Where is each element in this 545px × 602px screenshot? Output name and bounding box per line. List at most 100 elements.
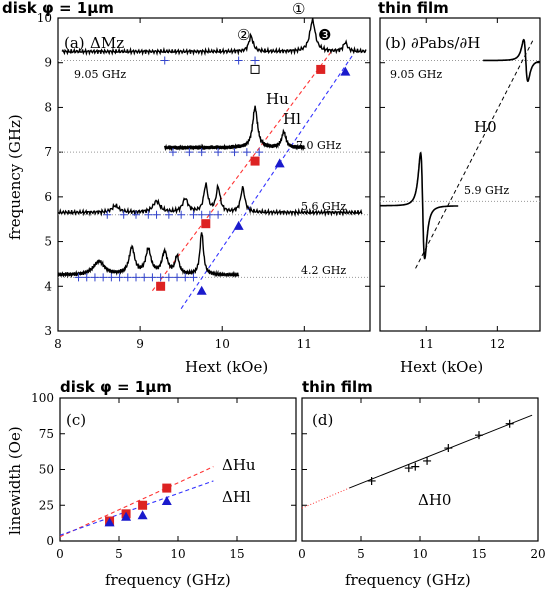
cross-marker — [230, 148, 239, 157]
c-xtick-label: 0 — [56, 547, 64, 561]
plus-marker — [505, 419, 514, 428]
cross-marker — [107, 273, 116, 282]
plus-marker — [367, 476, 376, 485]
d-xtick-label: 5 — [357, 547, 365, 561]
spectrum-label-7: 7.0 GHz — [296, 139, 341, 152]
line-label-h0: H0 — [474, 118, 497, 136]
b-xtick-label: 11 — [419, 337, 434, 351]
panel-a: 8 9 10 11 3 4 5 6 7 8 9 10 — [37, 11, 370, 351]
a-ytick-label: 9 — [44, 56, 52, 70]
plus-marker — [411, 462, 420, 471]
triangle-marker — [121, 511, 132, 521]
cross-marker — [103, 210, 112, 219]
dispersion-line — [180, 53, 355, 309]
cross-marker — [168, 148, 177, 157]
line-label-hl: Hl — [283, 110, 301, 128]
c-ytick-label: 100 — [31, 391, 54, 405]
open-square-marker — [250, 64, 260, 74]
cross-marker — [74, 273, 83, 282]
triangle-marker — [137, 510, 148, 520]
cross-marker — [214, 210, 223, 219]
spectrum-label-9: 9.05 GHz — [74, 68, 126, 81]
legend-c-l: ΔHl — [222, 488, 251, 506]
fit-line — [301, 487, 350, 509]
plus-marker — [475, 431, 483, 440]
cross-marker — [189, 273, 198, 282]
a-ytick-label: 8 — [44, 100, 52, 114]
panel-a-label: (a) — [64, 34, 85, 52]
panel-c: 0 5 10 15 0 25 50 75 100 — [31, 391, 296, 561]
d-xtick-label: 15 — [471, 547, 486, 561]
triangle-marker — [196, 285, 207, 295]
panel-c-label: (c) — [66, 411, 86, 429]
cross-marker — [214, 148, 223, 157]
a-ytick-label: 4 — [44, 279, 52, 293]
peak-marker-3: ❸ — [318, 26, 331, 44]
square-marker — [156, 281, 166, 291]
cross-marker — [205, 210, 214, 219]
cross-marker — [197, 148, 206, 157]
dispersion-line — [151, 48, 334, 292]
c-ytick-label: 25 — [39, 498, 54, 512]
plus-marker — [423, 456, 432, 465]
c-xtick-label: 5 — [115, 547, 123, 561]
panel-c-xlabel: frequency (GHz) — [105, 571, 231, 589]
cross-marker — [132, 273, 140, 282]
cross-marker — [144, 210, 153, 219]
cross-marker — [119, 210, 128, 219]
cross-marker — [242, 148, 251, 157]
spectrum-label-5: 5.6 GHz — [301, 200, 346, 213]
cross-marker — [152, 210, 161, 219]
cross-marker — [160, 56, 169, 65]
panel-a-xlabel: Hext (kOe) — [185, 358, 268, 376]
panel-b-frame — [379, 17, 541, 332]
c-ytick-label: 0 — [46, 534, 54, 548]
legend-c-u: ΔHu — [222, 456, 256, 474]
a-ytick-label: 6 — [44, 190, 52, 204]
spectrum-label-4: 4.2 GHz — [301, 264, 346, 277]
cross-marker — [189, 210, 198, 219]
dispersion-line — [415, 40, 534, 269]
triangle-marker — [233, 220, 244, 230]
line-label-hu: Hu — [266, 90, 289, 108]
d-xtick-label: 10 — [412, 547, 427, 561]
cross-marker — [255, 148, 264, 157]
square-marker — [138, 500, 148, 510]
panel-b-quantity: ∂Pabs/∂H — [411, 34, 480, 52]
panel-d: 0 5 10 15 20 — [298, 397, 545, 561]
derivative-trace — [380, 151, 459, 260]
header-bottom-right: thin film — [302, 378, 373, 396]
panel-b-xlabel: Hext (kOe) — [400, 358, 483, 376]
cross-marker — [90, 273, 99, 282]
panel-a-quantity: ΔMz — [90, 34, 124, 52]
panel-d-xlabel: frequency (GHz) — [345, 571, 471, 589]
cross-marker — [234, 56, 243, 65]
cross-marker — [251, 56, 260, 65]
spectrum-trace — [164, 105, 305, 152]
fit-line — [349, 414, 533, 489]
plus-marker — [444, 444, 453, 453]
a-ytick-label: 5 — [44, 235, 52, 249]
a-ytick-label: 7 — [44, 145, 52, 159]
d-xtick-label: 0 — [298, 547, 306, 561]
triangle-marker — [104, 517, 115, 527]
cross-marker — [197, 210, 206, 219]
cross-marker — [181, 273, 190, 282]
a-ytick-label: 10 — [37, 11, 52, 25]
cross-marker — [185, 148, 194, 157]
square-marker — [162, 483, 172, 493]
c-ytick-label: 75 — [39, 427, 54, 441]
cross-marker — [164, 273, 173, 282]
panel-a-frame — [57, 17, 371, 332]
spectrum-trace — [57, 182, 363, 218]
square-marker — [201, 219, 211, 229]
header-top-left: disk φ = 1μm — [2, 0, 114, 17]
panel-d-label: (d) — [312, 411, 333, 429]
fit-line — [59, 466, 214, 538]
panel-a-ylabel: frequency (GHz) — [6, 114, 24, 240]
spectrum-trace — [57, 232, 240, 279]
c-ytick-label: 50 — [39, 463, 54, 477]
fit-line — [59, 480, 214, 536]
a-xtick-label: 11 — [297, 337, 312, 351]
